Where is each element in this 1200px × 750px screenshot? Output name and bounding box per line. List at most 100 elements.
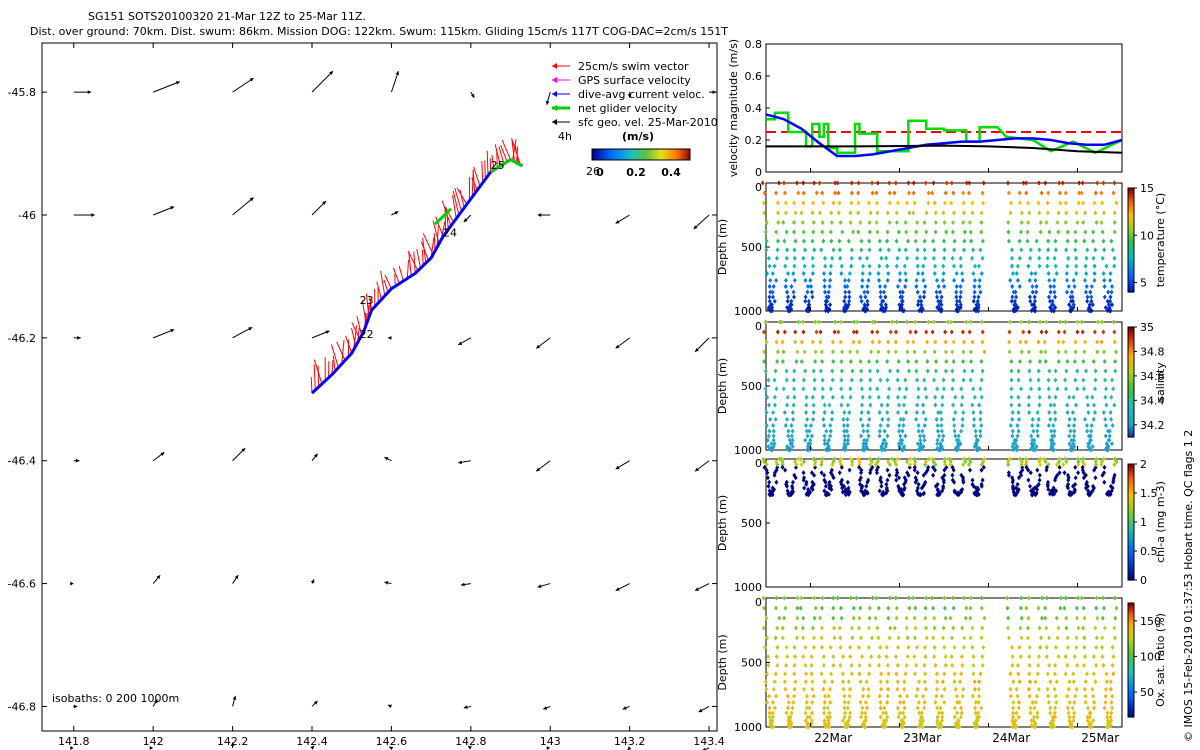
swim-vector: [444, 206, 455, 223]
current-vector-head: [395, 71, 400, 76]
legend-colorbar-cell: [657, 149, 659, 160]
legend-colorbar-cell: [650, 149, 652, 160]
current-vector-head: [70, 746, 74, 750]
swim-vector: [498, 146, 505, 164]
swim-vector: [392, 267, 400, 284]
legend-colorbar-cell: [648, 149, 650, 160]
legend-colorbar-cell: [630, 149, 632, 160]
legend-colorbar-cell: [609, 149, 611, 160]
current-vector-head: [249, 197, 254, 202]
swim-vector: [481, 161, 484, 183]
legend-colorbar-cell: [633, 149, 635, 160]
legend-colorbar-cell: [632, 149, 634, 160]
swim-vector: [310, 376, 313, 394]
legend-colorbar-cell: [593, 149, 595, 160]
swim-vector: [351, 327, 357, 347]
legend-arrowhead: [552, 63, 557, 69]
legend-colorbar-cell: [659, 149, 661, 160]
legend-colorbar-cell: [673, 149, 675, 160]
legend-colorbar-cell: [611, 149, 613, 160]
swim-vector: [313, 364, 316, 391]
legend-colorbar-cell: [612, 149, 614, 160]
glider-track: [310, 157, 524, 395]
legend-colorbar-cell: [652, 149, 654, 160]
legend-colorbar-cell: [602, 149, 604, 160]
legend-colorbar-cell: [665, 149, 667, 160]
current-vector-head: [249, 78, 254, 82]
swim-vector: [361, 300, 367, 325]
current-vector: [232, 197, 254, 216]
swim-vector: [313, 359, 323, 385]
swim-vector: [473, 166, 481, 187]
current-vector-head: [230, 742, 235, 746]
current-vector-head: [615, 587, 620, 591]
legend-colorbar-cell: [685, 149, 687, 160]
map-frame: [41, 42, 718, 732]
legend-colorbar-cell: [683, 149, 685, 160]
legend-colorbar-cell: [627, 149, 629, 160]
current-vector-head: [698, 708, 703, 713]
current-vector-head: [384, 580, 389, 585]
legend-colorbar-cell: [631, 149, 633, 160]
current-vector-head: [384, 457, 389, 461]
swim-vector: [511, 138, 515, 162]
current-vector-head: [693, 225, 698, 229]
legend-colorbar-cell: [640, 149, 642, 160]
swim-vector: [421, 249, 424, 266]
legend-colorbar-tick: 0.4: [661, 166, 681, 179]
swim-vector: [406, 259, 410, 279]
legend-colorbar-cell: [600, 149, 602, 160]
legend-colorbar-tick: 0: [596, 166, 604, 179]
current-vector-head: [75, 458, 80, 463]
legend-colorbar-cell: [608, 149, 610, 160]
current-vector-head: [325, 330, 330, 334]
map-x-tick-label: 141.8: [58, 735, 90, 748]
swim-vector: [341, 340, 345, 365]
current-vector-head: [322, 201, 326, 205]
swim-vector: [330, 344, 339, 368]
legend-colorbar-cell: [671, 149, 673, 160]
legend-colorbar-cell: [607, 149, 609, 160]
legend-colorbar-cell: [678, 149, 680, 160]
current-vector-head: [73, 704, 78, 709]
current-vector-head: [310, 745, 315, 750]
swim-vector: [452, 190, 460, 216]
legend-colorbar-cell: [674, 149, 676, 160]
map-y-tick-label: -46.2: [8, 332, 36, 345]
current-vector-head: [248, 327, 253, 331]
legend-colorbar-cell: [601, 149, 603, 160]
legend-colorbar-cell: [622, 149, 624, 160]
current-vector-head: [77, 335, 81, 340]
current-vector-head: [329, 71, 333, 75]
swim-vector: [501, 139, 511, 160]
legend-colorbar-cell: [619, 149, 621, 160]
current-vector: [152, 206, 175, 216]
legend-colorbar-cell: [615, 149, 617, 160]
legend-colorbar-cell: [658, 149, 660, 160]
current-vector-head: [615, 344, 620, 349]
current-vector-head: [712, 90, 717, 95]
legend-entry: sfc geo. vel. 25-Mar-2010: [578, 116, 718, 129]
map-x-tick-label: 143.4: [693, 735, 725, 748]
current-vector-head: [615, 219, 620, 224]
legend-colorbar-cell: [605, 149, 607, 160]
swim-vector: [436, 225, 439, 248]
legend-colorbar-cell: [680, 149, 682, 160]
legend-colorbar-cell: [617, 149, 619, 160]
legend-colorbar-cell: [672, 149, 674, 160]
legend-colorbar-cell: [687, 149, 689, 160]
current-vector-head: [458, 341, 463, 345]
swim-vector: [459, 189, 465, 208]
current-vector-head: [545, 100, 550, 105]
swim-vector: [432, 220, 440, 244]
legend-colorbar-cell: [647, 149, 649, 160]
swim-vector: [351, 322, 361, 340]
map-x-tick-label: 142.4: [296, 735, 328, 748]
legend-colorbar-cell: [645, 149, 647, 160]
legend-colorbar-cell: [592, 149, 594, 160]
swim-vector: [407, 250, 419, 272]
legend-colorbar-cell: [606, 149, 608, 160]
legend-colorbar-cell: [641, 149, 643, 160]
current-vector-head: [389, 746, 394, 750]
legend-colorbar-cell: [679, 149, 681, 160]
